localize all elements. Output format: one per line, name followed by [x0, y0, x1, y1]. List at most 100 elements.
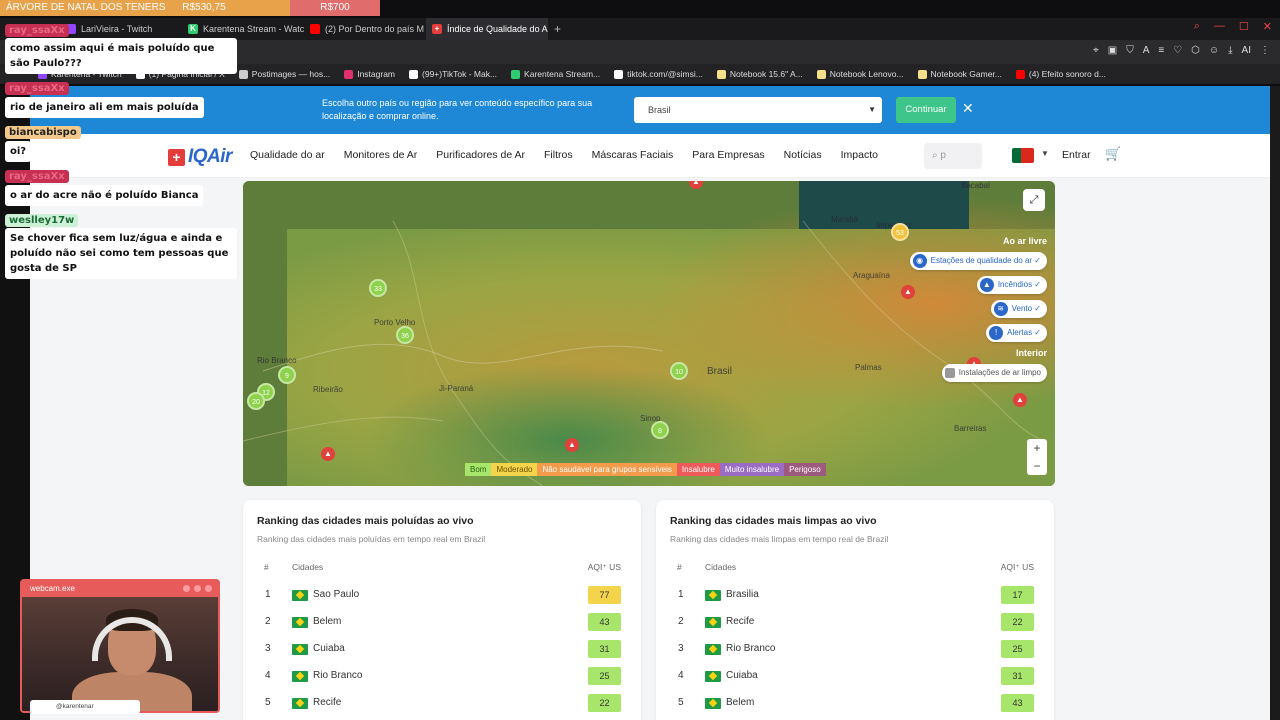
- toggle-stations[interactable]: ◉ Estações de qualidade do ar ✓: [909, 252, 1047, 270]
- fire-icon[interactable]: ▲: [321, 447, 335, 461]
- bookmark-item[interactable]: Karentena - Twitch: [38, 69, 122, 79]
- bookmark-item[interactable]: (4) Efeito sonoro d...: [1015, 69, 1106, 79]
- table-row[interactable]: 2 Belem 43: [257, 609, 627, 636]
- fire-icon[interactable]: ▲: [901, 285, 915, 299]
- translate-icon[interactable]: A: [1142, 45, 1150, 56]
- portugal-flag-icon[interactable]: [1012, 148, 1034, 163]
- table-row[interactable]: 1 Sao Paulo 77: [257, 582, 627, 609]
- menu-icon[interactable]: ⋮: [1260, 45, 1270, 56]
- aqi-cluster-marker[interactable]: 8: [651, 421, 669, 439]
- nav-monitors[interactable]: Monitores de Ar: [343, 149, 418, 161]
- search-input[interactable]: ⌕ p: [924, 143, 982, 169]
- nav-masks[interactable]: Máscaras Faciais: [591, 149, 674, 161]
- nav-news[interactable]: Notícias: [783, 149, 822, 161]
- brazil-flag-icon: [705, 644, 721, 655]
- fire-icon[interactable]: ▲: [689, 181, 703, 189]
- table-row[interactable]: 1 Brasilia 17: [670, 582, 1040, 609]
- bookmark-icon: [38, 69, 47, 79]
- pin-icon[interactable]: ⌖: [1093, 45, 1099, 56]
- table-row[interactable]: 5 Recife 22: [257, 690, 627, 717]
- toggle-clean-air[interactable]: Instalações de ar limpo: [941, 364, 1047, 382]
- legend-hazardous: Perigoso: [784, 463, 826, 476]
- nav-filters[interactable]: Filtros: [544, 149, 573, 161]
- toggle-fires[interactable]: ▲ Incêndios ✓: [976, 276, 1047, 294]
- zoom-out-button[interactable]: −: [1033, 459, 1041, 473]
- aqi-cluster-marker[interactable]: 20: [247, 392, 265, 410]
- webcam-titlebar: webcam.exe: [22, 581, 218, 597]
- table-row[interactable]: 3 Cuiaba 31: [257, 636, 627, 663]
- aqi-cluster-marker[interactable]: 53: [891, 223, 909, 241]
- download-icon[interactable]: ⤓: [1228, 45, 1233, 56]
- card-subtitle: Ranking das cidades mais poluídas em tem…: [257, 534, 486, 544]
- scrollbar[interactable]: [1268, 86, 1280, 720]
- ai-icon[interactable]: AI: [1241, 45, 1251, 56]
- fire-icon[interactable]: ▲: [565, 438, 579, 452]
- extensions-icon[interactable]: ⬡: [1191, 45, 1200, 56]
- toggle-alerts[interactable]: ! Alertas ✓: [986, 324, 1047, 342]
- table-row[interactable]: 5 Belem 43: [670, 690, 1040, 717]
- bookmark-label: (4) Efeito sonoro d...: [1028, 69, 1106, 79]
- cart-icon[interactable]: 🛒: [1105, 146, 1122, 161]
- minimize-icon[interactable]: —: [1213, 20, 1225, 32]
- aqi-cluster-marker[interactable]: 33: [369, 279, 387, 297]
- city-label: Araguaína: [853, 271, 890, 280]
- aqi-cluster-marker[interactable]: 10: [670, 362, 688, 380]
- bookmark-item[interactable]: Notebook Lenovo...: [816, 69, 904, 79]
- login-link[interactable]: Entrar: [1062, 149, 1091, 161]
- account-icon[interactable]: ☺: [1208, 45, 1220, 56]
- maximize-icon[interactable]: ☐: [1238, 21, 1249, 33]
- tab-karentena[interactable]: K Karentena Stream - Watc: [182, 18, 304, 40]
- bookmark-item[interactable]: (1) Página Inicial / X: [135, 69, 225, 79]
- bookmark-item[interactable]: tiktok.com/@simsi...: [614, 69, 703, 79]
- chat-text: rio de janeiro ali em mais poluída: [5, 97, 204, 118]
- city-label: Bacabal: [961, 181, 990, 190]
- country-select-value: Brasil: [648, 105, 671, 115]
- bookmark-item[interactable]: Postimages — hos...: [238, 69, 330, 79]
- zoom-in-button[interactable]: +: [1033, 441, 1041, 455]
- bookmark-item[interactable]: Notebook 15.6" A...: [716, 69, 803, 79]
- table-row[interactable]: 4 Cuiaba 31: [670, 663, 1040, 690]
- screenshot-icon[interactable]: ▣: [1107, 45, 1118, 56]
- aqi-cluster-marker[interactable]: 36: [396, 326, 414, 344]
- search-icon[interactable]: ⌕: [1193, 20, 1200, 32]
- iqair-logo[interactable]: + IQAir: [168, 146, 232, 168]
- nav-business[interactable]: Para Empresas: [692, 149, 765, 161]
- shield-icon[interactable]: ⛉: [1126, 45, 1134, 56]
- country-selector-bar: Escolha outro país ou região para ver co…: [30, 86, 1270, 134]
- close-icon[interactable]: ✕: [1262, 21, 1272, 33]
- nav-air-quality[interactable]: Qualidade do ar: [250, 149, 325, 161]
- fullscreen-icon[interactable]: ⤢: [1023, 189, 1045, 211]
- fire-icon[interactable]: ▲: [1013, 393, 1027, 407]
- tab-youtube[interactable]: (2) Por Dentro do país M: [304, 18, 426, 40]
- table-row[interactable]: 2 Recife 22: [670, 609, 1040, 636]
- air-quality-map[interactable]: Bacabal Marabá Imperatriz Araguaína Port…: [243, 181, 1055, 486]
- toggle-label: Alertas ✓: [1007, 328, 1041, 337]
- toggle-wind[interactable]: ≋ Vento ✓: [990, 300, 1047, 318]
- heart-icon[interactable]: ♡: [1173, 45, 1183, 56]
- bookmark-item[interactable]: Instagram: [344, 69, 395, 79]
- bookmark-label: Notebook Lenovo...: [829, 69, 904, 79]
- tab-lari[interactable]: LariVieira - Twitch: [60, 18, 182, 40]
- tab-iqair[interactable]: + Índice de Qualidade do A: [426, 18, 548, 40]
- chevron-down-icon[interactable]: ▼: [1041, 149, 1049, 158]
- aqi-badge: 43: [588, 613, 621, 631]
- reader-icon[interactable]: ≡: [1158, 45, 1165, 56]
- bookmark-item[interactable]: Karentena Stream...: [511, 69, 600, 79]
- new-tab-icon[interactable]: +: [554, 22, 562, 36]
- city-name: Rio Branco: [313, 670, 363, 681]
- table-row[interactable]: 3 Rio Branco 25: [670, 636, 1040, 663]
- nav-purifiers[interactable]: Purificadores de Ar: [436, 149, 525, 161]
- continue-button[interactable]: Continuar: [896, 97, 956, 123]
- card-subtitle: Ranking das cidades mais limpas em tempo…: [670, 534, 889, 544]
- country-select[interactable]: Brasil ▼: [634, 97, 882, 123]
- card-title: Ranking das cidades mais limpas ao vivo: [670, 515, 877, 527]
- close-icon[interactable]: ✕: [962, 100, 974, 116]
- aqi-cluster-marker[interactable]: 9: [278, 366, 296, 384]
- bookmark-item[interactable]: Notebook Gamer...: [917, 69, 1002, 79]
- table-row[interactable]: 4 Rio Branco 25: [257, 663, 627, 690]
- city-label: Brasil: [707, 366, 733, 377]
- nav-impact[interactable]: Impacto: [840, 149, 878, 161]
- bookmark-item[interactable]: (99+)TikTok - Mak...: [409, 69, 497, 79]
- toggle-label: Vento ✓: [1011, 304, 1041, 313]
- city-name: Recife: [313, 697, 342, 708]
